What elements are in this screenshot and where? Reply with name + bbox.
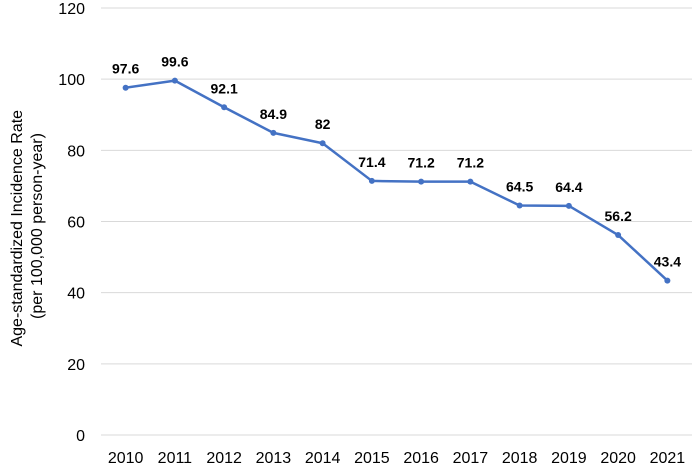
y-tick-label-80: 80 [67,143,85,160]
x-tick-label-2010: 2010 [108,450,144,467]
gridlines [101,7,692,436]
y-axis-title-line1: Age-standardized Incidence Rate [9,110,26,347]
x-tick-label-2016: 2016 [403,450,439,467]
y-tick-label-60: 60 [67,215,85,232]
x-tick-label-2013: 2013 [256,450,292,467]
data-point-2021 [664,277,671,284]
data-point-2019 [565,202,572,209]
data-point-2016 [418,178,425,185]
data-label-2012: 92.1 [211,80,238,96]
data-label-2018: 64.5 [506,178,533,194]
data-labels: 97.6 99.6 92.1 84.9 82 71.4 71.2 71.2 64.5 64.4 56… [112,54,681,270]
data-label-2015: 71.4 [358,154,385,170]
y-axis-title: Age-standardized Incidence Rate (per 100… [9,105,46,346]
x-tick-label-2015: 2015 [354,450,390,467]
data-point-2015 [368,177,375,184]
x-tick-label-2011: 2011 [158,450,193,467]
y-tick-label-40: 40 [67,286,85,303]
data-label-2014: 82 [315,116,331,132]
y-axis-ticks: 0 20 40 60 80 100 120 [58,1,85,445]
data-label-2016: 71.2 [408,155,435,171]
data-label-2010: 97.6 [112,61,139,77]
data-point-2018 [516,202,523,209]
data-label-2020: 56.2 [605,208,632,224]
data-point-2013 [270,129,277,136]
x-tick-label-2018: 2018 [502,450,538,467]
x-tick-label-2017: 2017 [453,450,489,467]
series-line-0 [125,79,669,282]
data-point-2012 [221,104,228,111]
data-label-2013: 84.9 [260,106,287,122]
x-tick-label-2012: 2012 [206,450,242,467]
y-axis-title-line2: (per 100,000 person-year) [29,133,46,319]
y-tick-label-120: 120 [58,1,85,18]
x-tick-label-2020: 2020 [600,450,636,467]
y-tick-label-20: 20 [67,357,85,374]
data-point-2011 [171,77,178,84]
x-tick-label-2021: 2021 [650,450,686,467]
data-label-2021: 43.4 [654,254,681,270]
x-tick-label-2014: 2014 [305,450,341,467]
y-tick-label-100: 100 [58,72,85,89]
data-point-2020 [615,232,622,239]
series-group [122,77,671,284]
data-label-2019: 64.4 [555,179,582,195]
y-tick-label-0: 0 [76,428,85,445]
data-point-2014 [319,140,326,147]
data-label-2011: 99.6 [161,54,188,70]
data-label-2017: 71.2 [457,155,484,171]
x-axis-ticks: 2010 2011 2012 2013 2014 2015 2016 2017 2018 2019… [108,450,685,467]
data-point-2010 [122,84,129,91]
data-point-2017 [467,178,474,185]
x-tick-label-2019: 2019 [551,450,587,467]
